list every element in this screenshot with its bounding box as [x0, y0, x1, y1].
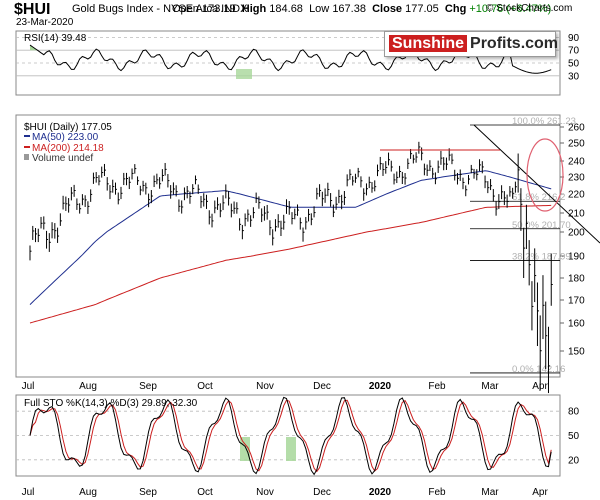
high-value: 184.68	[269, 3, 303, 15]
price-tick-label: 170	[568, 296, 585, 307]
chg-label: Chg	[444, 3, 467, 15]
downtrend-line	[473, 124, 600, 244]
x-axis-label: Nov	[256, 381, 274, 392]
x-axis-label: Oct	[197, 487, 213, 498]
price-tick-label: 230	[568, 173, 585, 184]
sto-label: Full STO %K(14,3) %D(3) 29.89, 32.30	[24, 398, 198, 409]
price-tick-label: 180	[568, 274, 585, 285]
fib-label: 38.2% 187.99	[512, 251, 571, 262]
price-tick-label: 190	[568, 252, 585, 263]
x-axis-label: Sep	[139, 487, 157, 498]
price-axis: 150 160 170 180 190 200 210 220 230 240 250 260	[560, 123, 585, 358]
x-axis-label: Mar	[481, 487, 499, 498]
chart-header: $HUI Gold Bugs Index - NYSE Arca INDX 23…	[0, 0, 600, 28]
x-axis-label: Dec	[313, 487, 331, 498]
price-legend-main: $HUI (Daily) 177.05	[24, 122, 112, 133]
chart-date: 23-Mar-2020	[16, 17, 74, 28]
price-tick-label: 210	[568, 209, 585, 220]
fib-label: 0.0% 142.16	[512, 364, 565, 375]
close-value: 177.05	[405, 3, 439, 15]
open-label: Open	[172, 3, 199, 15]
price-ohlc-bars	[29, 141, 553, 394]
ohlc-readout: Open 173.19 High 184.68 Low 167.38 Close…	[172, 3, 551, 15]
logo-part-profits: Profits.com	[470, 35, 559, 52]
x-axis-label: Apr	[532, 381, 548, 392]
price-tick-label: 260	[568, 123, 585, 134]
x-axis-label: Sep	[139, 381, 157, 392]
rsi-tick-label: 30	[568, 71, 580, 82]
index-name: Gold Bugs Index - NYSE Arca INDX	[72, 3, 248, 15]
x-axis-label: Jul	[22, 487, 35, 498]
stockcharts-credit: © StockCharts.com	[486, 3, 573, 14]
x-axis-label: Feb	[428, 381, 446, 392]
x-axis-label: 2020	[369, 381, 392, 392]
x-axis-middle: Jul Aug Sep Oct Nov Dec 2020 Feb Mar Apr	[22, 381, 549, 392]
rsi-tick-label: 70	[568, 46, 580, 57]
low-label: Low	[309, 3, 330, 15]
highlight-circle	[526, 138, 564, 212]
logo-part-sunshine: Sunshine	[389, 35, 468, 52]
x-axis-label: Aug	[79, 381, 97, 392]
fibonacci-levels: 100.0% 261.23 61.8% 216.2 50.0% 201.70 38.2…	[470, 116, 576, 375]
price-panel-frame	[15, 114, 561, 378]
price-tick-label: 220	[568, 190, 585, 201]
ma50-line	[29, 170, 552, 305]
x-axis-bottom: Jul Aug Sep Oct Nov Dec 2020 Feb Mar Apr	[22, 487, 549, 498]
x-axis-label: Jul	[22, 381, 35, 392]
x-axis-label: Dec	[313, 381, 331, 392]
x-axis-label: Mar	[481, 381, 499, 392]
sto-tick-label: 80	[568, 407, 580, 418]
fib-label: 50.0% 201.70	[512, 220, 571, 231]
price-tick-label: 250	[568, 139, 585, 150]
ma200-line	[29, 204, 552, 324]
close-label: Close	[372, 3, 403, 15]
price-legend-ma50: MA(50) 223.00	[32, 132, 99, 143]
rsi-tick-label: 90	[568, 33, 580, 44]
sto-tick-label: 20	[568, 455, 580, 466]
open-value: 173.19	[201, 3, 236, 15]
rsi-highlight-box	[236, 69, 252, 79]
sto-k-line	[29, 396, 552, 476]
sto-highlight-box-1	[240, 437, 250, 461]
price-tick-label: 160	[568, 319, 585, 330]
fib-label: 100.0% 261.23	[512, 116, 576, 127]
x-axis-label: 2020	[369, 487, 392, 498]
ticker-symbol: $HUI	[14, 1, 51, 18]
sunshine-profits-logo: Sunshine Profits.com	[384, 31, 559, 57]
volume-legend-swatch	[24, 154, 29, 160]
x-axis-label: Nov	[256, 487, 274, 498]
price-legend-ma200: MA(200) 214.18	[32, 143, 104, 154]
chg-value: +10.76 (+6.47%)	[469, 3, 552, 15]
price-tick-label: 150	[568, 347, 585, 358]
sto-tick-label: 50	[568, 431, 580, 442]
price-tick-label: 240	[568, 157, 585, 168]
price-legend-volume: Volume undef	[32, 153, 93, 164]
fib-label: 61.8% 216.2	[512, 192, 565, 203]
sto-d-line	[29, 399, 552, 473]
high-label: High	[241, 3, 267, 15]
rsi-label: RSI(14) 39.48	[24, 33, 87, 44]
sto-highlight-box-2	[286, 437, 296, 461]
low-value: 167.38	[332, 3, 366, 15]
x-axis-label: Aug	[79, 487, 97, 498]
x-axis-label: Apr	[532, 487, 548, 498]
rsi-tick-label: 50	[568, 59, 580, 70]
x-axis-label: Feb	[428, 487, 446, 498]
price-tick-label: 200	[568, 228, 585, 239]
x-axis-label: Oct	[197, 381, 213, 392]
